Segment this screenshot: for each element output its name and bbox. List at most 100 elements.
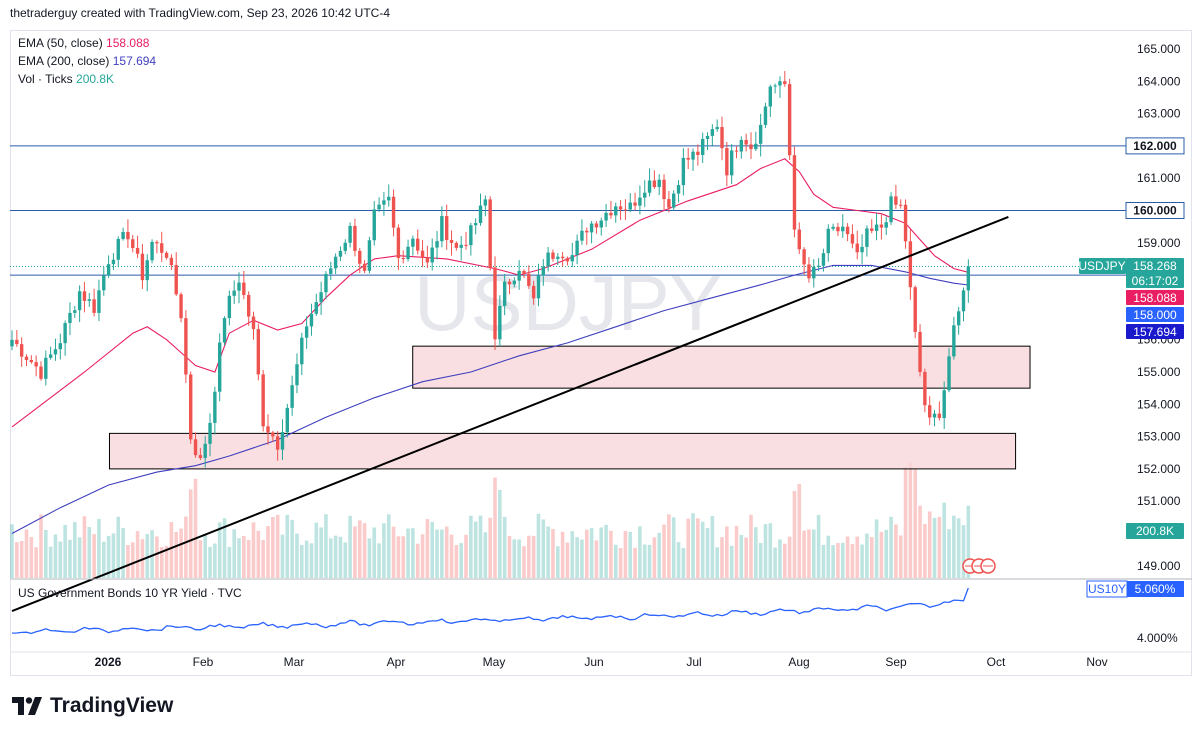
candle-body bbox=[565, 258, 570, 262]
candle-body bbox=[787, 84, 792, 156]
time-tick-label: Jun bbox=[584, 655, 603, 669]
candle-body bbox=[174, 265, 178, 295]
candle-body bbox=[763, 106, 768, 125]
volume-bar bbox=[937, 516, 942, 578]
candle-body bbox=[135, 248, 140, 254]
candle-body bbox=[662, 179, 666, 200]
volume-bar bbox=[623, 530, 628, 578]
yield-legend[interactable]: US Government Bonds 10 YR Yield · TVC bbox=[18, 586, 242, 600]
trendline bbox=[11, 216, 1009, 612]
volume-bar bbox=[333, 535, 338, 578]
volume-bar bbox=[179, 528, 183, 578]
volume-bar bbox=[304, 540, 309, 578]
volume-bar bbox=[319, 527, 323, 578]
candle-body bbox=[387, 196, 391, 201]
price-tick-label: 149.000 bbox=[1137, 559, 1181, 573]
volume-bar bbox=[10, 524, 14, 578]
candle-body bbox=[623, 209, 628, 211]
volume-bar bbox=[811, 529, 816, 578]
legend-ema200[interactable]: EMA (200, close) 157.694 bbox=[18, 54, 157, 68]
legend-ema50[interactable]: EMA (50, close) 158.088 bbox=[18, 36, 150, 50]
volume-bar bbox=[135, 531, 140, 578]
time-tick-label: 2026 bbox=[95, 655, 122, 669]
volume-bar bbox=[193, 478, 198, 578]
candle-body bbox=[430, 247, 434, 263]
volume-bar bbox=[507, 535, 512, 578]
candle-body bbox=[304, 326, 309, 338]
candle-body bbox=[768, 86, 773, 107]
volume-bar bbox=[87, 527, 92, 578]
volume-bar bbox=[430, 521, 435, 578]
volume-bar bbox=[942, 502, 946, 578]
volume-bar bbox=[396, 536, 401, 578]
volume-bar bbox=[101, 541, 106, 578]
volume-bar bbox=[367, 538, 372, 578]
volume-bar bbox=[686, 518, 690, 578]
candle-body bbox=[348, 225, 352, 243]
volume-bar bbox=[328, 538, 333, 578]
volume-bar bbox=[188, 489, 193, 578]
candle-body bbox=[184, 318, 188, 375]
candle-body bbox=[15, 339, 19, 345]
brand-name: TradingView bbox=[50, 694, 174, 717]
volume-bar bbox=[734, 525, 739, 578]
candle-body bbox=[445, 216, 449, 240]
candle-body bbox=[942, 390, 946, 418]
volume-bar bbox=[667, 514, 671, 578]
volume-bar bbox=[150, 530, 154, 578]
countdown-text: 06:17:02 bbox=[1132, 274, 1179, 288]
candle-body bbox=[145, 260, 149, 281]
volume-bar bbox=[618, 547, 623, 578]
level-badge-text: 158.000 bbox=[1133, 308, 1177, 322]
volume-bar bbox=[894, 524, 898, 578]
candle-body bbox=[150, 241, 154, 261]
candle-body bbox=[473, 223, 478, 226]
volume-bar bbox=[961, 525, 966, 578]
yield-pane: US10Y 5.060% 4.000% bbox=[10, 578, 1192, 645]
candle-body bbox=[773, 85, 777, 87]
candle-body bbox=[48, 354, 53, 358]
volume-bar bbox=[15, 542, 19, 578]
candle-body bbox=[116, 238, 120, 260]
candle-body bbox=[502, 281, 507, 306]
candle-body bbox=[845, 226, 850, 235]
candle-body bbox=[899, 204, 903, 206]
volume-bar bbox=[744, 537, 748, 578]
volume-bar bbox=[763, 524, 768, 578]
horizontal-levels bbox=[10, 145, 1130, 276]
candle-body bbox=[493, 267, 497, 340]
candle-body bbox=[106, 264, 111, 276]
candle-body bbox=[416, 238, 420, 251]
candle-body bbox=[498, 305, 502, 340]
volume-bar bbox=[126, 545, 130, 578]
candle-body bbox=[826, 228, 830, 254]
attribution-text: thetraderguy created with TradingView.co… bbox=[10, 6, 390, 20]
volume-bar bbox=[642, 544, 647, 578]
volume-bar bbox=[729, 545, 734, 578]
candle-body bbox=[618, 206, 623, 210]
candle-body bbox=[198, 455, 203, 459]
candle-body bbox=[527, 273, 531, 286]
volume-bar bbox=[657, 532, 662, 578]
volume-bar bbox=[691, 513, 695, 578]
candle-body bbox=[367, 240, 372, 271]
volume-bar bbox=[705, 528, 710, 578]
volume-bar bbox=[541, 519, 546, 578]
volume-bar bbox=[531, 535, 536, 578]
candle-body bbox=[937, 413, 942, 418]
volume-bar bbox=[613, 544, 618, 578]
volume-bar bbox=[725, 526, 729, 578]
candle-body bbox=[459, 244, 463, 248]
candle-body bbox=[879, 224, 884, 228]
volume-bar bbox=[227, 546, 232, 578]
legend-volume[interactable]: Vol · Ticks 200.8K bbox=[18, 72, 115, 86]
volume-bar bbox=[232, 529, 236, 578]
candle-body bbox=[34, 362, 38, 367]
chart-frame[interactable] bbox=[10, 30, 1192, 676]
tradingview-logo[interactable]: TradingView bbox=[12, 694, 173, 718]
volume-bar bbox=[710, 516, 715, 578]
volume-bar bbox=[783, 543, 787, 578]
candle-body bbox=[517, 270, 521, 281]
